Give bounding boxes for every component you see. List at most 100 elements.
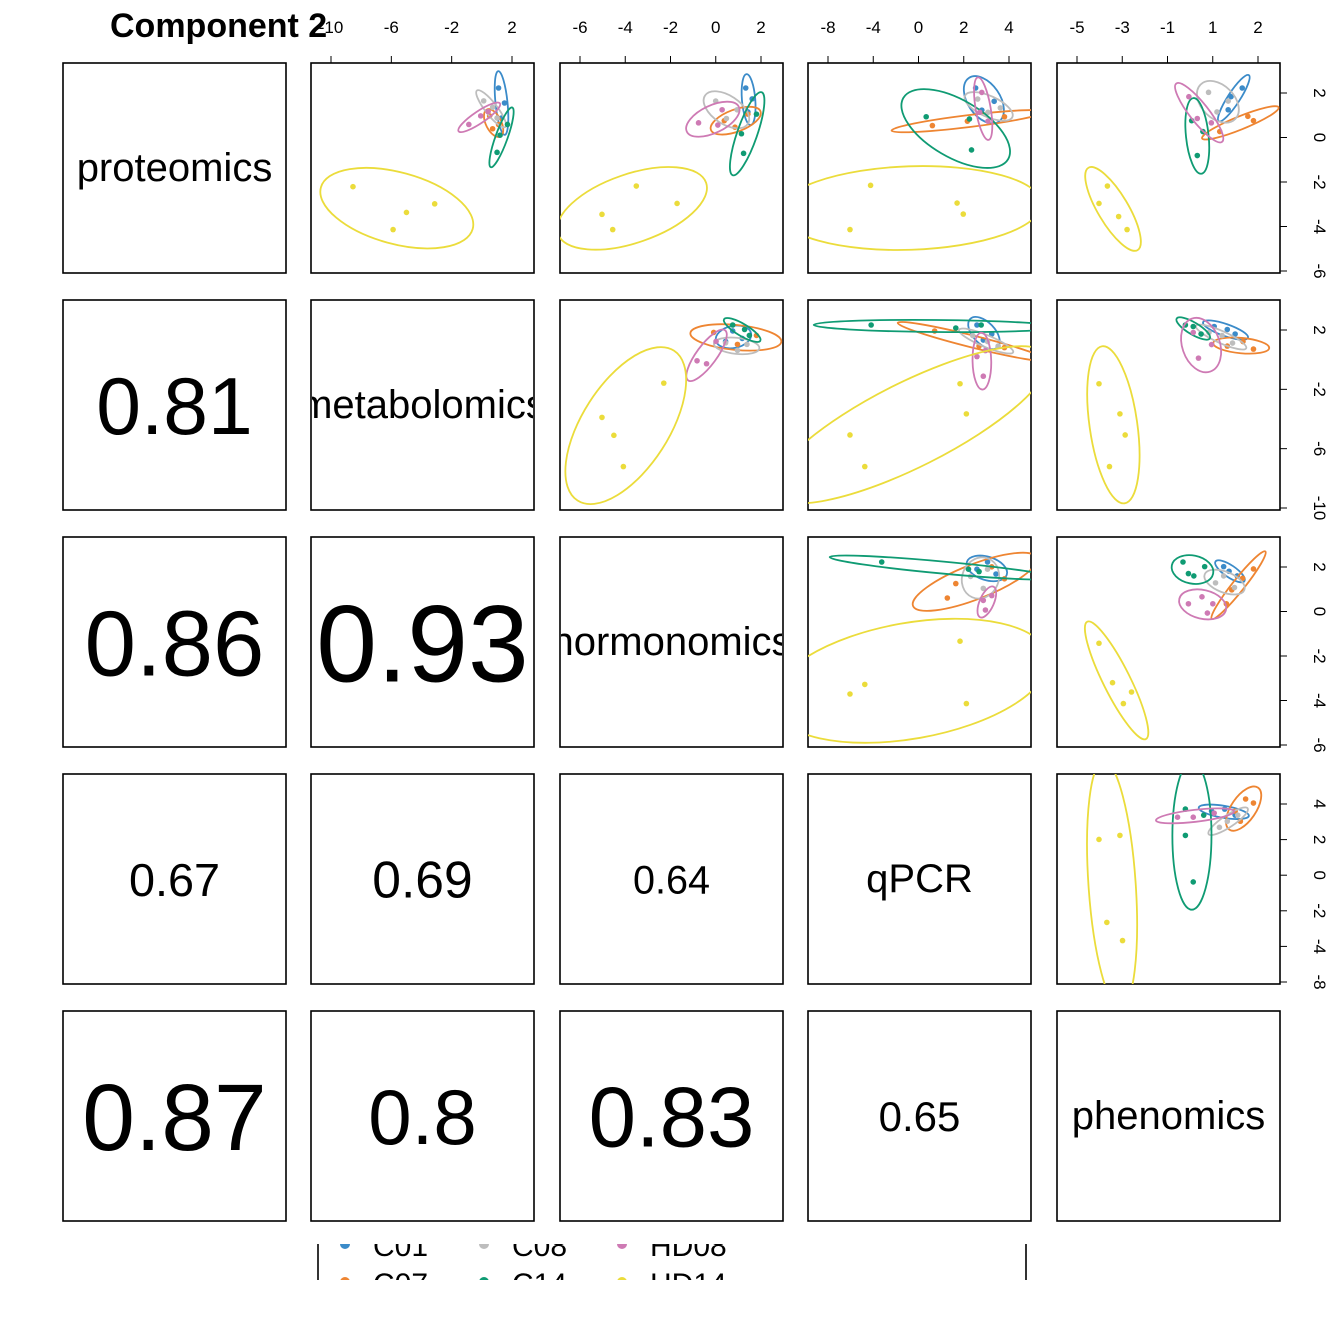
point-c08	[969, 332, 976, 339]
top-tick-label: -5	[1069, 18, 1084, 37]
point-hd14	[431, 201, 438, 207]
point-hd14	[350, 183, 356, 190]
ellipse-c01	[962, 75, 1005, 125]
legend-label-c01: C01	[373, 1230, 428, 1263]
top-tick-label: -4	[866, 18, 881, 37]
scatter-metabolomics-phenomics	[1086, 316, 1271, 505]
ellipse-c14	[828, 554, 1031, 581]
point-hd14	[611, 432, 617, 439]
point-c08	[1234, 812, 1241, 818]
panel-frame	[807, 536, 1032, 748]
legend-label-c14: C14	[512, 1268, 567, 1301]
point-c01	[991, 98, 997, 105]
ellipse-c14	[1171, 774, 1213, 911]
ellipse-c14	[900, 88, 1011, 169]
ellipse-c14	[1184, 97, 1211, 175]
ellipse-c07	[890, 109, 1031, 134]
point-c01	[1224, 326, 1231, 333]
chart-title: Component 2	[110, 7, 327, 45]
panel-frame	[807, 299, 1032, 511]
right-tick-label: 2	[1310, 88, 1329, 97]
point-c07	[1250, 800, 1257, 806]
right-tick-label: -4	[1310, 219, 1329, 234]
point-hd14	[957, 380, 963, 387]
panel-hormonomics-phenomics	[1056, 536, 1281, 748]
point-c08	[480, 98, 487, 104]
panel-frame	[559, 299, 784, 511]
point-hd14	[1106, 463, 1113, 470]
right-tick-label: -4	[1310, 939, 1329, 954]
right-tick-label: -8	[1310, 974, 1329, 989]
point-c14	[1182, 832, 1189, 839]
ellipse-c07	[483, 108, 505, 138]
top-tick-label: 1	[1208, 18, 1217, 37]
point-c14	[494, 149, 500, 156]
point-c01	[742, 85, 749, 91]
ellipse-c14	[729, 91, 766, 177]
point-hd14	[633, 183, 640, 189]
point-hd08	[1208, 120, 1215, 126]
ellipse-hd08	[1174, 82, 1225, 144]
ellipse-hd14	[808, 345, 1031, 505]
point-c01	[495, 85, 502, 91]
panel-hormonomics-metabolomics	[310, 536, 535, 748]
point-hd08	[1186, 93, 1192, 100]
panel-frame	[310, 299, 535, 511]
panel-qPCR-qPCR: qPCR	[807, 773, 1032, 985]
right-tick-label: -10	[1310, 496, 1329, 521]
ellipse-hd14	[1084, 166, 1142, 252]
legend-marker-hd14	[617, 1277, 627, 1280]
ellipse-c08	[1203, 568, 1246, 596]
point-c08	[997, 105, 1004, 111]
panel-qPCR-proteomics	[62, 773, 287, 985]
point-c07	[929, 122, 936, 129]
point-hd08	[485, 108, 491, 115]
top-tick-label: -6	[384, 18, 399, 37]
correlation-value: 0.64	[633, 858, 710, 902]
point-c07	[1240, 338, 1246, 345]
panel-proteomics-metabolomics	[310, 62, 535, 274]
panel-frame	[1056, 1010, 1281, 1222]
ellipse-hd08	[457, 101, 502, 133]
point-hd14	[1117, 411, 1123, 417]
legend-label-hd14: HD14	[650, 1268, 727, 1301]
scatter-hormonomics-phenomics	[1083, 550, 1267, 741]
panel-frame	[559, 1010, 784, 1222]
point-hd08	[1199, 594, 1205, 600]
ellipse-c07	[911, 551, 1031, 612]
point-hd14	[599, 211, 605, 218]
point-c14	[952, 325, 959, 331]
panel-metabolomics-hormonomics	[559, 299, 784, 511]
point-hd08	[980, 597, 987, 604]
ellipse-hd14	[560, 166, 708, 251]
point-hd08	[703, 360, 710, 367]
point-hd14	[867, 182, 874, 189]
panel-frame	[62, 299, 287, 511]
ellipse-hd14	[808, 617, 1031, 744]
point-hd14	[1104, 919, 1110, 926]
panel-metabolomics-proteomics	[62, 299, 287, 511]
top-tick-label: 4	[1004, 18, 1013, 37]
point-c01	[1239, 85, 1246, 91]
point-hd08	[985, 118, 991, 124]
point-c08	[984, 566, 991, 572]
ellipse-hd08	[1180, 316, 1223, 374]
ellipse-c14	[488, 106, 515, 169]
block-label-metabolomics: metabolomics	[299, 383, 546, 427]
right-tick-label: -6	[1310, 737, 1329, 752]
ellipse-hd08	[971, 331, 993, 391]
scatter-metabolomics-hormonomics	[564, 317, 783, 506]
point-hd08	[713, 338, 719, 345]
point-c14	[923, 113, 929, 120]
ellipse-hd08	[1178, 588, 1228, 621]
point-hd08	[695, 120, 702, 126]
point-hd08	[982, 607, 989, 613]
point-hd14	[1124, 226, 1130, 233]
panel-frame	[310, 62, 535, 274]
panel-frame	[807, 1010, 1032, 1222]
point-c08	[1220, 573, 1227, 579]
point-c08	[1216, 824, 1223, 831]
scatter-metabolomics-qPCR	[808, 316, 1031, 505]
point-c14	[868, 322, 874, 328]
ellipse-hd14	[1086, 774, 1138, 984]
